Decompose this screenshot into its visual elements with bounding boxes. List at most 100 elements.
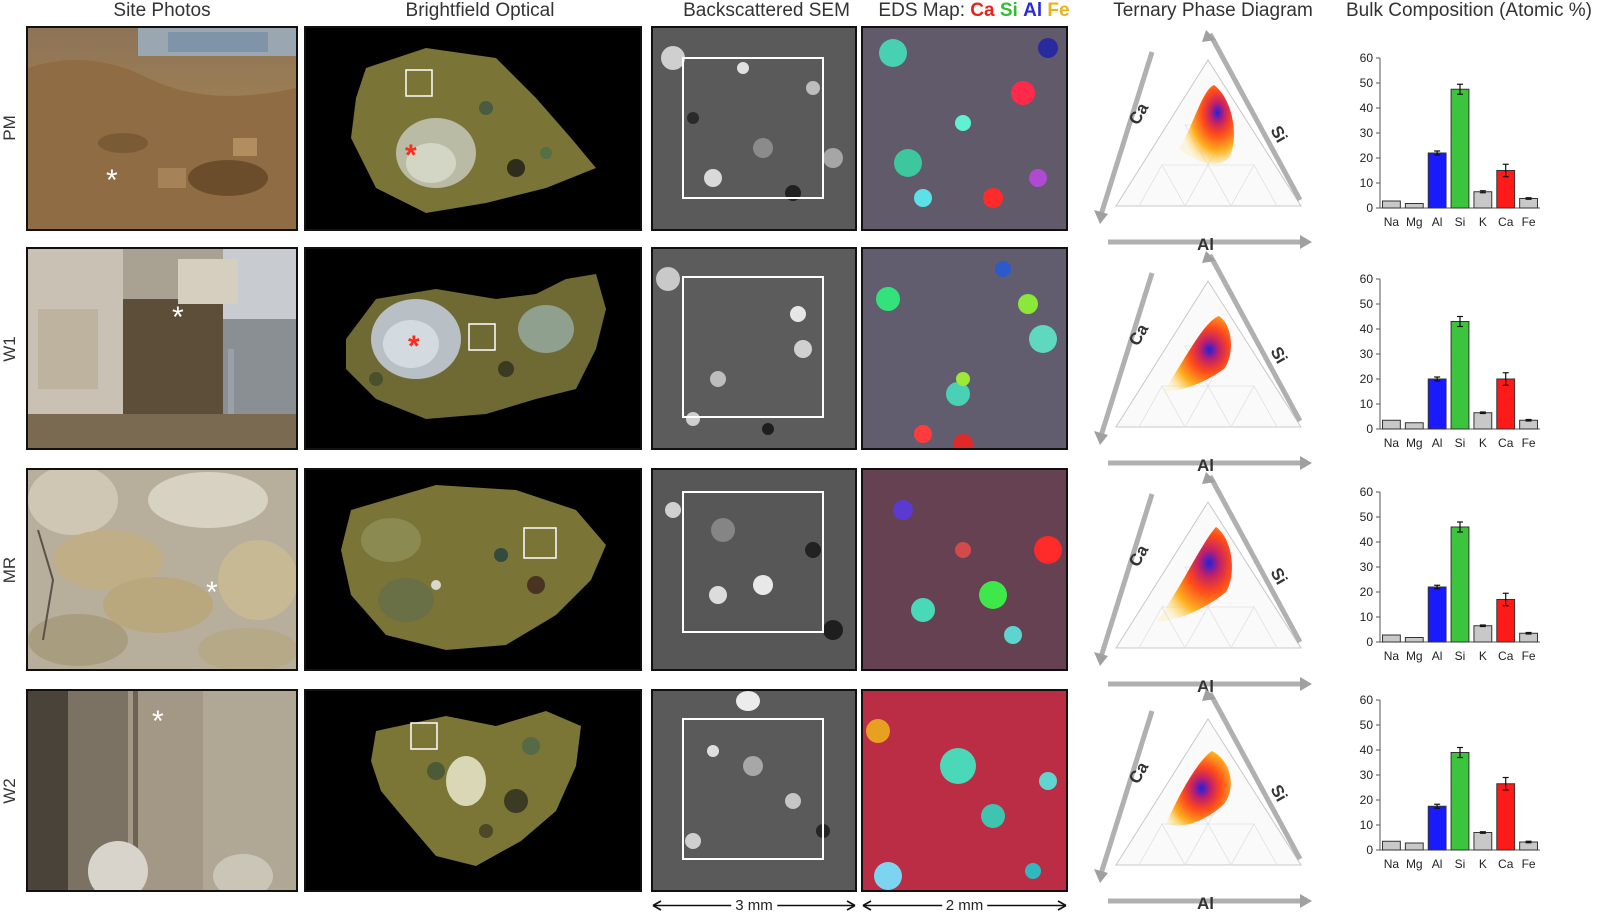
- y-tick-label: 30: [1360, 560, 1374, 574]
- x-tick-label: Al: [1432, 649, 1443, 663]
- y-tick-label: 50: [1360, 76, 1374, 90]
- bar-si: [1450, 321, 1470, 430]
- y-tick-label: 0: [1366, 635, 1373, 649]
- y-tick-label: 30: [1360, 126, 1374, 140]
- bar-al: [1427, 152, 1447, 209]
- bar-mg: [1404, 842, 1424, 851]
- eds-element-al: Al: [1023, 0, 1043, 21]
- bar-na: [1382, 634, 1401, 643]
- y-tick-label: 50: [1360, 297, 1374, 311]
- ternary-diagram-mr: Ca Si Al: [1094, 472, 1324, 702]
- y-tick-label: 40: [1360, 535, 1374, 549]
- sem-pm: [651, 26, 857, 231]
- bar-si: [1450, 752, 1470, 851]
- sem-w2: [651, 689, 857, 892]
- asterisk-marker: *: [152, 705, 164, 738]
- header-site-photos: Site Photos: [113, 0, 211, 21]
- bar-mg: [1404, 422, 1424, 430]
- eds-map-w2: [861, 689, 1068, 892]
- bar-na: [1382, 840, 1401, 851]
- bar-si: [1450, 526, 1470, 643]
- y-tick-label: 40: [1360, 322, 1374, 336]
- x-tick-label: K: [1479, 215, 1487, 229]
- ternary-diagram-pm: Ca Si Al: [1094, 30, 1324, 260]
- y-tick-label: 10: [1360, 610, 1374, 624]
- eds-map-w1: [861, 247, 1068, 450]
- x-tick-label: K: [1479, 436, 1487, 450]
- x-tick-label: Fe: [1522, 436, 1536, 450]
- x-tick-label: Si: [1455, 857, 1466, 871]
- y-tick-label: 0: [1366, 843, 1373, 857]
- header-eds-map: EDS Map: Ca Si Al Fe: [868, 0, 1080, 22]
- y-tick-label: 50: [1360, 510, 1374, 524]
- asterisk-marker: *: [408, 330, 420, 363]
- x-tick-label: Ca: [1498, 215, 1514, 229]
- eds-map-mr: [861, 468, 1068, 671]
- bar-fe: [1519, 198, 1538, 209]
- x-tick-label: K: [1479, 857, 1487, 871]
- x-tick-label: Si: [1455, 649, 1466, 663]
- x-tick-label: Fe: [1522, 649, 1536, 663]
- bulk-composition-chart-w2: 0 10 20 30 40 50 60 Na Mg Al Si K Ca Fe: [1344, 692, 1550, 885]
- y-tick-label: 30: [1360, 768, 1374, 782]
- scale-bar-sem: 3 mm: [651, 897, 857, 914]
- x-tick-label: Ca: [1498, 857, 1514, 871]
- bar-al: [1427, 586, 1447, 643]
- sem-w1: [651, 247, 857, 450]
- bar-na: [1382, 419, 1401, 430]
- eds-element-ca: Ca: [970, 0, 995, 21]
- y-tick-label: 50: [1360, 718, 1374, 732]
- bar-k: [1473, 412, 1493, 430]
- bar-al: [1427, 378, 1447, 430]
- x-tick-label: Na: [1384, 215, 1400, 229]
- y-tick-label: 0: [1366, 422, 1373, 436]
- asterisk-marker: *: [206, 576, 218, 609]
- y-tick-label: 10: [1360, 818, 1374, 832]
- brightfield-w1: *: [304, 247, 642, 450]
- y-tick-label: 60: [1360, 485, 1374, 499]
- bulk-composition-chart-pm: 0 10 20 30 40 50 60 Na Mg Al Si K Ca Fe: [1344, 50, 1550, 243]
- eds-element-fe: Fe: [1047, 0, 1070, 21]
- site-photo-w1: *: [26, 247, 298, 450]
- y-tick-label: 0: [1366, 201, 1373, 215]
- x-tick-label: Ca: [1498, 649, 1514, 663]
- bar-al: [1427, 805, 1447, 851]
- bar-si: [1450, 88, 1470, 209]
- row-label-pm: PM: [0, 114, 19, 141]
- sem-mr: [651, 468, 857, 671]
- x-tick-label: Na: [1384, 857, 1400, 871]
- asterisk-marker: *: [405, 139, 417, 172]
- eds-element-si: Si: [999, 0, 1018, 21]
- bulk-composition-chart-w1: 0 10 20 30 40 50 60 Na Mg Al Si K Ca Fe: [1344, 271, 1550, 464]
- y-tick-label: 40: [1360, 743, 1374, 757]
- ternary-axis-al: Al: [1197, 677, 1214, 696]
- y-tick-label: 20: [1360, 793, 1374, 807]
- scale-bar-sem-label: 3 mm: [731, 897, 777, 914]
- bulk-composition-chart-mr: 0 10 20 30 40 50 60 Na Mg Al Si K Ca Fe: [1344, 484, 1550, 677]
- row-label-w1: W1: [0, 335, 19, 362]
- bar-na: [1382, 200, 1401, 209]
- x-tick-label: Mg: [1406, 436, 1423, 450]
- y-tick-label: 20: [1360, 372, 1374, 386]
- x-tick-label: Al: [1432, 857, 1443, 871]
- y-tick-label: 30: [1360, 347, 1374, 361]
- asterisk-marker: *: [172, 301, 184, 334]
- bar-k: [1473, 191, 1493, 209]
- header-ternary-phase-diagram: Ternary Phase Diagram: [1113, 0, 1313, 21]
- y-tick-label: 10: [1360, 176, 1374, 190]
- header-backscattered-sem: Backscattered SEM: [683, 0, 850, 21]
- header-bulk-composition: Bulk Composition (Atomic %): [1345, 0, 1593, 21]
- y-tick-label: 60: [1360, 272, 1374, 286]
- x-tick-label: Mg: [1406, 649, 1423, 663]
- x-tick-label: Fe: [1522, 215, 1536, 229]
- y-tick-label: 20: [1360, 151, 1374, 165]
- x-tick-label: K: [1479, 649, 1487, 663]
- eds-map-prefix: EDS Map:: [878, 0, 971, 21]
- brightfield-mr: [304, 468, 642, 671]
- scale-bar-eds: 2 mm: [861, 897, 1068, 914]
- x-tick-label: Si: [1455, 436, 1466, 450]
- x-tick-label: Ca: [1498, 436, 1514, 450]
- x-tick-label: Al: [1432, 215, 1443, 229]
- row-label-w2: W2: [0, 777, 19, 804]
- site-photo-pm: *: [26, 26, 298, 231]
